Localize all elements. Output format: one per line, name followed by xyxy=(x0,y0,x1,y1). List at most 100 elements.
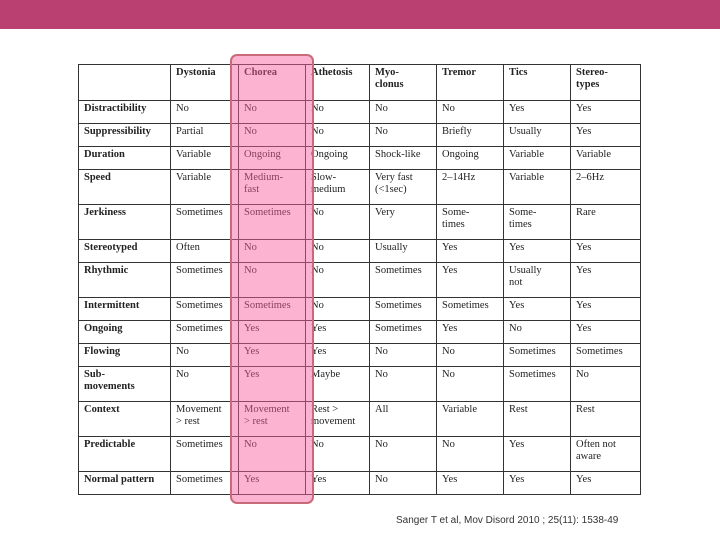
table-cell: Yes xyxy=(570,297,641,321)
row-header: Ongoing xyxy=(78,320,171,344)
row-header: Stereotyped xyxy=(78,239,171,263)
table-cell: No xyxy=(369,436,437,472)
column-header: Dystonia xyxy=(170,64,239,101)
table-cell: No xyxy=(369,471,437,495)
table-row: Jerkiness Sometimes Sometimes No Very Some-ti… xyxy=(78,204,641,240)
row-header: Sub-movements xyxy=(78,366,171,402)
table-cell: Sometimes xyxy=(369,262,437,298)
table-cell: Sometimes xyxy=(238,204,306,240)
table-cell: No xyxy=(238,100,306,124)
table-row: Duration Variable Ongoing Ongoing Shock-like… xyxy=(78,146,641,170)
table-cell: No xyxy=(369,100,437,124)
table-cell: No xyxy=(305,100,370,124)
table-cell: Yes xyxy=(570,123,641,147)
table-cell: Yes xyxy=(503,100,571,124)
header-corner xyxy=(78,64,171,101)
table-cell: Ongoing xyxy=(436,146,504,170)
table-cell: No xyxy=(170,343,239,367)
table-cell: Yes xyxy=(436,471,504,495)
column-header: Myo-clonus xyxy=(369,64,437,101)
table-cell: Yes xyxy=(305,343,370,367)
table-cell: Sometimes xyxy=(170,204,239,240)
table-cell: Usually xyxy=(369,239,437,263)
column-header: Chorea xyxy=(238,64,306,101)
table-cell: Variable xyxy=(503,146,571,170)
table-cell: Very fast (<1sec) xyxy=(369,169,437,205)
table-row: Sub-movements No Yes Maybe No No Sometimes No xyxy=(78,366,641,402)
row-header: Distractibility xyxy=(78,100,171,124)
table-cell: Yes xyxy=(305,320,370,344)
table-cell: Yes xyxy=(503,297,571,321)
table-cell: No xyxy=(238,262,306,298)
table-cell: Maybe xyxy=(305,366,370,402)
row-header: Jerkiness xyxy=(78,204,171,240)
table-cell: Some-times xyxy=(503,204,571,240)
column-header: Tremor xyxy=(436,64,504,101)
table-cell: Sometimes xyxy=(369,297,437,321)
table-cell: Sometimes xyxy=(170,320,239,344)
table-cell: Yes xyxy=(570,100,641,124)
table-row: Speed Variable Medium-fast Slow-medium Very … xyxy=(78,169,641,205)
table-cell: Yes xyxy=(570,262,641,298)
table-row: Context Movement > rest Movement > rest Rest … xyxy=(78,401,641,437)
table-row: Ongoing Sometimes Yes Yes Sometimes Yes No Yes xyxy=(78,320,641,344)
row-header: Intermittent xyxy=(78,297,171,321)
table-cell: Slow-medium xyxy=(305,169,370,205)
table-cell: No xyxy=(503,320,571,344)
table-cell: Very xyxy=(369,204,437,240)
top-bar xyxy=(0,0,720,29)
column-header: Stereo-types xyxy=(570,64,641,101)
table-cell: 2–6Hz xyxy=(570,169,641,205)
row-header: Rhythmic xyxy=(78,262,171,298)
table-header-row: Dystonia Chorea Athetosis Myo-clonus Tremor T… xyxy=(78,64,641,101)
column-header: Athetosis xyxy=(305,64,370,101)
table-cell: Often xyxy=(170,239,239,263)
table-cell: Medium-fast xyxy=(238,169,306,205)
table-cell: Sometimes xyxy=(170,262,239,298)
table-cell: Rest xyxy=(570,401,641,437)
table-cell: Variable xyxy=(436,401,504,437)
table-cell: Yes xyxy=(503,436,571,472)
table-cell: Movement > rest xyxy=(170,401,239,437)
table-cell: Sometimes xyxy=(436,297,504,321)
table-cell: 2–14Hz xyxy=(436,169,504,205)
table-cell: No xyxy=(369,343,437,367)
table-cell: Some-times xyxy=(436,204,504,240)
row-header: Context xyxy=(78,401,171,437)
table-cell: No xyxy=(238,123,306,147)
table-cell: Partial xyxy=(170,123,239,147)
table-cell: Yes xyxy=(503,239,571,263)
table-cell: Variable xyxy=(170,146,239,170)
table-cell: All xyxy=(369,401,437,437)
table-cell: Sometimes xyxy=(238,297,306,321)
table-cell: No xyxy=(436,366,504,402)
table-cell: Yes xyxy=(238,343,306,367)
table-cell: Usually xyxy=(503,123,571,147)
table-cell: Sometimes xyxy=(170,471,239,495)
row-header: Duration xyxy=(78,146,171,170)
table-cell: Yes xyxy=(436,320,504,344)
table-cell: Yes xyxy=(570,320,641,344)
table-cell: No xyxy=(305,204,370,240)
table-cell: No xyxy=(436,436,504,472)
table-cell: No xyxy=(369,366,437,402)
table-cell: Yes xyxy=(570,239,641,263)
table-cell: Usually not xyxy=(503,262,571,298)
table-cell: Sometimes xyxy=(170,297,239,321)
table-cell: Yes xyxy=(436,262,504,298)
table-cell: Ongoing xyxy=(305,146,370,170)
table-row: Flowing No Yes Yes No No Sometimes Sometimes xyxy=(78,343,641,367)
movement-disorder-table: Dystonia Chorea Athetosis Myo-clonus Tremor T… xyxy=(78,64,641,495)
table-cell: No xyxy=(305,239,370,263)
table-cell: No xyxy=(305,123,370,147)
row-header: Speed xyxy=(78,169,171,205)
table-cell: No xyxy=(305,436,370,472)
table-cell: Rare xyxy=(570,204,641,240)
table-cell: No xyxy=(436,100,504,124)
table-cell: No xyxy=(305,297,370,321)
table-cell: Yes xyxy=(238,320,306,344)
table-cell: No xyxy=(238,436,306,472)
row-header: Predictable xyxy=(78,436,171,472)
table-cell: No xyxy=(170,366,239,402)
table-cell: Variable xyxy=(503,169,571,205)
